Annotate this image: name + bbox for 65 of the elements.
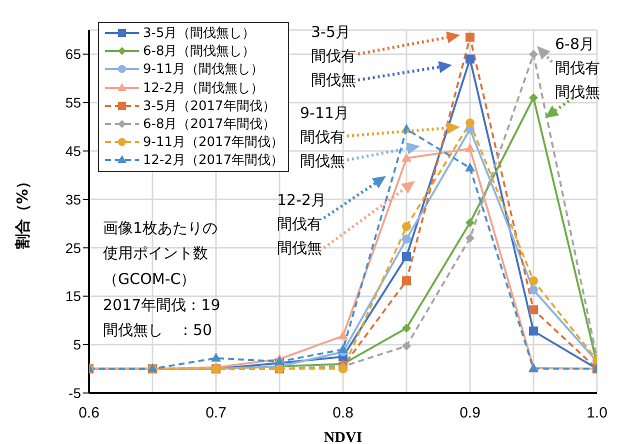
point (338, 364, 348, 374)
y-tick-label: 25 (65, 240, 82, 256)
legend-label: 6-8月（2017年間伐） (143, 116, 276, 134)
y-tick-label: 35 (65, 191, 82, 208)
x-axis-title: NDVI (324, 430, 362, 444)
legend-label: 6-8月（間伐無し） (143, 43, 256, 60)
point (529, 285, 538, 294)
point (466, 32, 474, 42)
annotation: 間伐無 (277, 238, 322, 258)
legend-label: 3-5月（間伐無し） (143, 25, 256, 42)
legend-label: 12-2月（間伐無し） (143, 80, 264, 97)
legend-label: 9-11月（2017年間伐） (143, 134, 284, 152)
annotation: （GCOM-C） (103, 269, 196, 289)
annotation: 間伐有 (277, 214, 322, 234)
point (529, 276, 538, 286)
point (465, 162, 475, 172)
y-tick-label: 55 (65, 94, 82, 111)
x-tick-label: 0.7 (206, 404, 226, 422)
point (466, 218, 474, 228)
point (529, 93, 538, 102)
point (529, 326, 538, 336)
point (402, 252, 411, 262)
annotation: 間伐有 (300, 127, 345, 147)
y-tick-label: -5 (68, 384, 82, 401)
annotation: 6-8月 (555, 34, 594, 54)
point (529, 50, 538, 59)
annotation: 画像1枚あたりの (103, 218, 218, 238)
y-tick-label: 5 (73, 336, 82, 353)
legend-label: 3-5月（2017年間伐） (143, 98, 276, 115)
legend-label: 12-2月（2017年間伐） (143, 152, 284, 170)
point (402, 324, 411, 333)
annotation: 間伐有 (311, 46, 356, 66)
legend-label: 9-11月（間伐無し） (143, 61, 264, 78)
annotation: 間伐無し ：50 (103, 320, 212, 340)
point (466, 54, 474, 64)
point (402, 234, 411, 244)
point (274, 356, 284, 366)
x-tick-label: 1.0 (586, 404, 608, 422)
y-tick-label: 15 (65, 288, 82, 304)
point (465, 143, 475, 152)
point (466, 118, 474, 128)
annotation: 使用ポイント数 (103, 243, 208, 263)
point (402, 276, 411, 286)
point (211, 352, 221, 362)
point (402, 342, 411, 351)
point (338, 330, 348, 340)
annotation: 2017年間伐：19 (103, 295, 220, 315)
point (338, 344, 348, 353)
annotation: 間伐有 (555, 58, 600, 78)
annotation: 9-11月 (300, 103, 350, 123)
annotation: 間伐無 (300, 151, 345, 171)
point (529, 305, 538, 314)
annotation: 3-5月 (311, 22, 350, 42)
point (466, 234, 474, 243)
y-tick-label: 45 (65, 142, 82, 159)
point (402, 222, 411, 232)
annotation: 12-2月 (277, 190, 326, 210)
annotation: 間伐無 (311, 70, 356, 90)
annotation: 間伐無 (555, 82, 600, 102)
y-tick-label: 65 (65, 46, 82, 62)
x-tick-label: 0.9 (460, 404, 480, 422)
y-axis-title: 割合（%） (13, 174, 32, 250)
x-tick-label: 0.8 (332, 404, 354, 422)
x-tick-label: 0.6 (78, 404, 100, 422)
point (402, 152, 412, 162)
